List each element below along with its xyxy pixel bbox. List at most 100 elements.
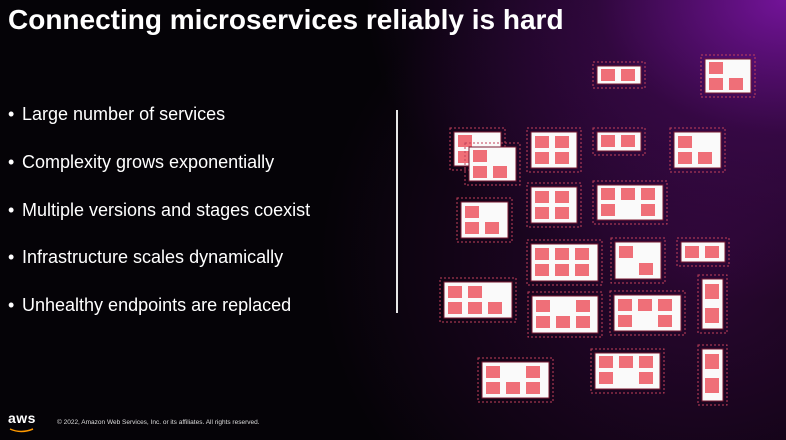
- box-outline: [590, 348, 665, 394]
- service-box: [477, 357, 554, 403]
- square: [465, 222, 479, 234]
- box-outline: [526, 127, 582, 173]
- square: [599, 372, 613, 384]
- square: [618, 315, 632, 327]
- square: [621, 188, 635, 200]
- bullet-text: Complexity grows exponentially: [22, 151, 275, 172]
- square: [555, 191, 569, 203]
- box-outline: [697, 274, 728, 334]
- square: [639, 356, 653, 368]
- square: [468, 302, 482, 314]
- box-outline: [439, 277, 517, 323]
- box-outline: [526, 239, 603, 286]
- service-box: [592, 180, 668, 225]
- square: [575, 264, 589, 276]
- bullet-item: • Multiple versions and stages coexist: [8, 200, 310, 248]
- square: [555, 152, 569, 164]
- square: [535, 264, 549, 276]
- square: [575, 248, 589, 260]
- bullet-text: Unhealthy endpoints are replaced: [22, 295, 292, 316]
- square: [619, 356, 633, 368]
- square: [601, 188, 615, 200]
- square: [599, 356, 613, 368]
- square: [486, 366, 500, 378]
- logo-arrow: [9, 428, 34, 433]
- square: [678, 136, 692, 148]
- aws-logo: aws: [8, 410, 36, 426]
- square: [555, 264, 569, 276]
- square: [639, 263, 653, 275]
- square: [556, 316, 570, 328]
- slide-title: Connecting microservices reliably is har…: [8, 4, 564, 35]
- box-outline: [464, 142, 521, 186]
- square: [468, 286, 482, 298]
- square: [535, 191, 549, 203]
- square: [638, 299, 652, 311]
- square: [729, 78, 743, 90]
- square: [526, 382, 540, 394]
- square: [473, 150, 487, 162]
- bullet-list: • Large number of services • Complexity gr…: [8, 104, 310, 343]
- box-outline: [676, 237, 730, 267]
- bullet-dot: •: [8, 247, 15, 268]
- service-box: [527, 291, 603, 338]
- service-box: [526, 182, 582, 228]
- service-box: [464, 142, 521, 186]
- bullet-item: • Complexity grows exponentially: [8, 152, 310, 200]
- square: [621, 135, 635, 147]
- service-box: [669, 127, 726, 173]
- square: [493, 166, 507, 178]
- square: [705, 354, 719, 369]
- box-outline: [609, 290, 686, 336]
- service-box: [700, 54, 756, 98]
- square: [639, 372, 653, 384]
- box-outline: [669, 127, 726, 173]
- square: [465, 206, 479, 218]
- service-box: [676, 237, 730, 267]
- bullet-dot: •: [8, 199, 15, 220]
- square: [555, 248, 569, 260]
- square: [685, 246, 699, 258]
- service-box: [439, 277, 517, 323]
- square: [576, 300, 590, 312]
- bullet-item: • Large number of services: [8, 104, 310, 152]
- square: [709, 78, 723, 90]
- square: [641, 188, 655, 200]
- square: [641, 204, 655, 216]
- copyright: © 2022, Amazon Web Services, Inc. or its…: [57, 419, 260, 426]
- square: [709, 62, 723, 74]
- square: [678, 152, 692, 164]
- square: [486, 382, 500, 394]
- bullet-dot: •: [8, 295, 15, 316]
- service-box: [526, 239, 603, 286]
- square: [535, 207, 549, 219]
- square: [448, 286, 462, 298]
- square: [458, 135, 472, 147]
- box-outline: [526, 182, 582, 228]
- service-box: [526, 127, 582, 173]
- square: [536, 300, 550, 312]
- square: [555, 207, 569, 219]
- bullet-item: • Unhealthy endpoints are replaced: [8, 295, 310, 343]
- square: [473, 166, 487, 178]
- box-outline: [592, 127, 646, 156]
- service-box: [592, 61, 646, 89]
- bullet-text: Large number of services: [22, 104, 226, 124]
- box-outline: [697, 344, 728, 406]
- bullet-item: • Infrastructure scales dynamically: [8, 247, 310, 295]
- square: [705, 308, 719, 323]
- square: [658, 299, 672, 311]
- service-box: [590, 348, 665, 394]
- bullet-dot: •: [8, 151, 15, 172]
- square: [601, 204, 615, 216]
- logo-smile: [9, 428, 34, 433]
- square: [619, 246, 633, 258]
- bullet-text: Multiple versions and stages coexist: [22, 199, 311, 220]
- square: [535, 152, 549, 164]
- service-box: [592, 127, 646, 156]
- square: [576, 316, 590, 328]
- square: [621, 69, 635, 81]
